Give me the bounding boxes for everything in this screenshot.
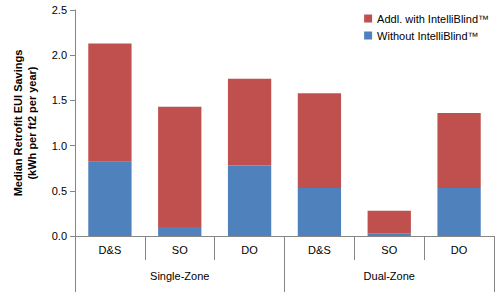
svg-text:D&S: D&S — [99, 244, 122, 256]
svg-text:0.5: 0.5 — [52, 185, 67, 197]
svg-text:Without IntelliBlind™: Without IntelliBlind™ — [377, 30, 479, 42]
svg-text:DO: DO — [451, 244, 468, 256]
svg-text:SO: SO — [172, 244, 188, 256]
svg-text:SO: SO — [381, 244, 397, 256]
svg-text:Addl. with IntelliBlind™: Addl. with IntelliBlind™ — [377, 13, 489, 25]
svg-text:2.0: 2.0 — [52, 49, 67, 61]
svg-text:Single-Zone: Single-Zone — [150, 270, 209, 282]
svg-text:0.0: 0.0 — [52, 230, 67, 242]
svg-text:DO: DO — [241, 244, 258, 256]
svg-text:1.0: 1.0 — [52, 140, 67, 152]
svg-text:Median Retrofit EUI Savings: Median Retrofit EUI Savings — [12, 50, 24, 197]
svg-text:1.5: 1.5 — [52, 94, 67, 106]
svg-text:D&S: D&S — [308, 244, 331, 256]
svg-text:2.5: 2.5 — [52, 4, 67, 16]
svg-text:(kWh per ft2 per year): (kWh per ft2 per year) — [26, 66, 38, 179]
svg-text:Dual-Zone: Dual-Zone — [364, 270, 415, 282]
